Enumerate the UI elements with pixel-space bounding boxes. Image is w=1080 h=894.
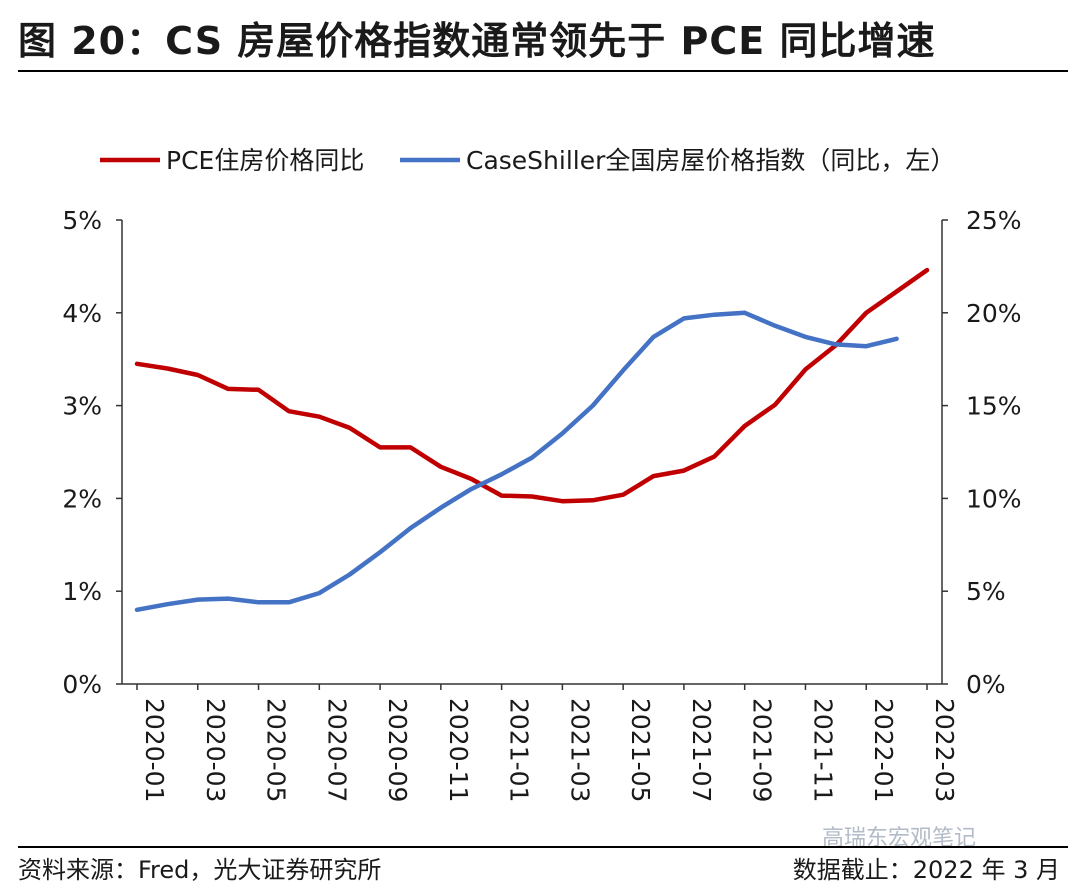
data-point xyxy=(682,316,686,320)
data-point xyxy=(804,335,807,339)
data-point xyxy=(500,494,504,498)
x-tick-label: 2021-11 xyxy=(808,698,837,802)
data-point xyxy=(925,268,929,272)
data-point xyxy=(864,311,868,315)
data-point xyxy=(895,337,899,341)
data-point xyxy=(165,367,169,370)
x-tick-label: 2020-09 xyxy=(383,698,412,802)
left-tick-label: 1% xyxy=(62,577,102,606)
data-point xyxy=(560,499,564,503)
left-tick-label: 4% xyxy=(62,299,102,328)
x-tick-label: 2021-05 xyxy=(626,698,655,802)
data-point xyxy=(439,506,443,510)
data-point xyxy=(378,550,382,554)
data-point xyxy=(834,342,838,346)
data-point xyxy=(621,368,625,372)
data-point xyxy=(712,455,716,459)
right-tick-label: 25% xyxy=(966,206,1022,235)
chart-series xyxy=(134,267,930,613)
data-point xyxy=(287,409,291,413)
data-point xyxy=(469,477,473,481)
line-chart: PCE住房价格同比 CaseShiller全国房屋价格指数（同比，左） 0% 1% 2… xyxy=(62,146,1021,802)
x-tick-label: 2021-09 xyxy=(748,698,777,802)
data-point xyxy=(317,415,321,419)
data-point xyxy=(530,495,534,498)
x-tick-label: 2022-03 xyxy=(930,698,959,802)
page-title: 图 20：CS 房屋价格指数通常领先于 PCE 同比增速 xyxy=(18,19,936,63)
data-point xyxy=(652,474,655,478)
data-point xyxy=(804,367,807,371)
data-point xyxy=(773,403,777,407)
series-line-case-shiller xyxy=(134,310,899,613)
source-note: 资料来源：Fred，光大证券研究所 xyxy=(18,856,382,884)
data-point xyxy=(378,445,382,449)
right-tick-label: 0% xyxy=(966,670,1006,699)
chart-axes: 0% 1% 2% 3% 4% 5% 0% 5% 10% 15% 20% 25% 2020-01 2020-… xyxy=(62,206,1021,802)
x-tick-label: 2021-01 xyxy=(505,698,534,802)
data-point xyxy=(257,388,260,392)
data-point xyxy=(317,591,321,595)
right-tick-label: 15% xyxy=(966,392,1022,421)
data-point xyxy=(196,373,200,377)
data-point xyxy=(226,387,230,391)
data-point xyxy=(196,598,200,602)
data-point xyxy=(348,426,352,430)
data-point xyxy=(591,404,595,408)
x-tick-label: 2020-03 xyxy=(201,698,230,802)
series-line-pce-housing xyxy=(134,267,930,504)
data-point xyxy=(712,313,716,317)
x-tick-label: 2020-05 xyxy=(262,698,291,802)
x-tick-label: 2021-03 xyxy=(565,698,594,802)
right-tick-label: 10% xyxy=(966,484,1022,513)
left-tick-label: 0% xyxy=(62,670,102,699)
left-tick-label: 5% xyxy=(62,206,102,235)
data-point xyxy=(348,573,352,576)
data-point xyxy=(257,600,260,604)
data-point xyxy=(743,424,747,428)
data-point xyxy=(165,602,169,606)
data-point xyxy=(530,456,534,460)
right-tick-label: 5% xyxy=(966,577,1006,606)
legend-label: PCE住房价格同比 xyxy=(166,146,364,175)
x-tick-label: 2020-01 xyxy=(140,698,169,802)
data-point xyxy=(135,608,139,612)
legend-label: CaseShiller全国房屋价格指数（同比，左） xyxy=(466,146,955,175)
data-cutoff-note: 数据截止：2022 年 3 月 xyxy=(792,856,1060,884)
x-tick-label: 2020-07 xyxy=(322,698,351,802)
data-point xyxy=(469,487,473,491)
data-point xyxy=(773,324,777,328)
chart-legend: PCE住房价格同比 CaseShiller全国房屋价格指数（同比，左） xyxy=(100,146,955,175)
data-point xyxy=(500,472,504,476)
data-point xyxy=(560,431,564,435)
data-point xyxy=(652,335,655,339)
right-tick-label: 20% xyxy=(966,299,1022,328)
data-point xyxy=(864,344,868,348)
data-point xyxy=(135,362,139,366)
footer-divider xyxy=(18,846,1068,848)
data-point xyxy=(895,290,899,293)
data-point xyxy=(439,465,443,469)
data-point xyxy=(682,469,686,473)
x-tick-label: 2020-11 xyxy=(444,698,473,802)
data-point xyxy=(621,493,625,497)
data-point xyxy=(287,600,291,604)
data-point xyxy=(409,445,412,449)
x-tick-label: 2021-07 xyxy=(687,698,716,802)
data-point xyxy=(591,498,595,502)
data-point xyxy=(226,597,230,601)
title-divider xyxy=(18,70,1068,72)
left-tick-label: 3% xyxy=(62,392,102,421)
x-tick-label: 2022-01 xyxy=(869,698,898,802)
data-point xyxy=(409,526,412,530)
data-point xyxy=(743,311,747,315)
left-tick-label: 2% xyxy=(62,484,102,513)
